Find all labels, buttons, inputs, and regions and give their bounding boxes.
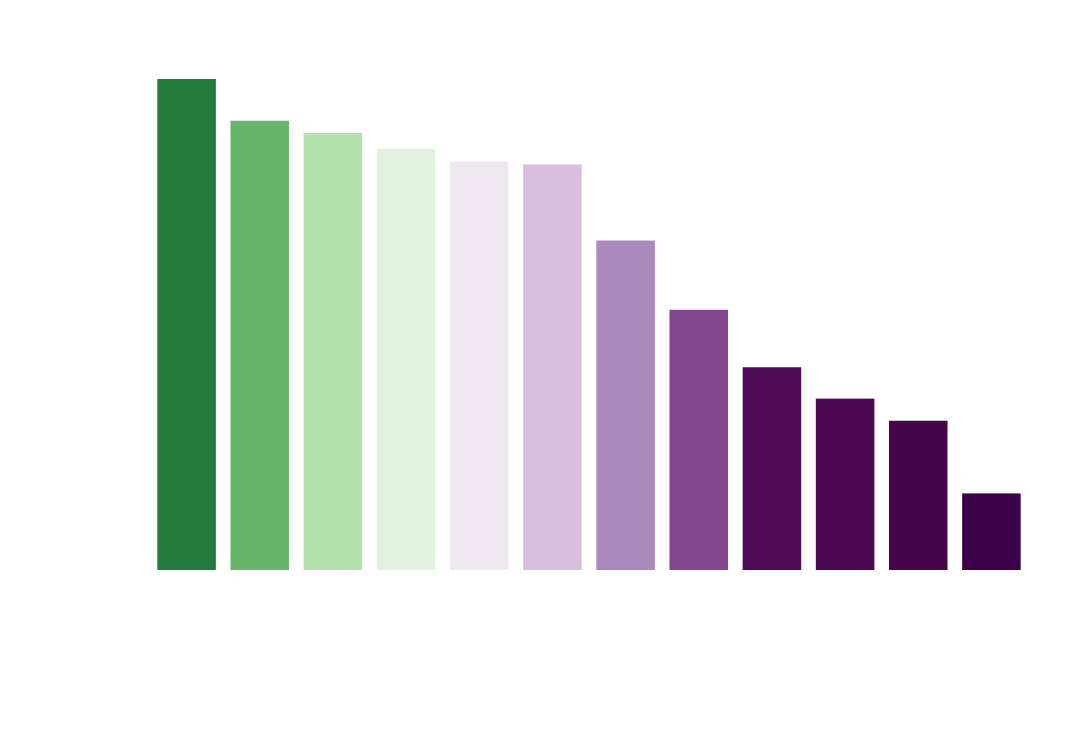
bar-1 — [157, 79, 216, 570]
bar-8 — [669, 309, 729, 570]
bar-3 — [303, 133, 363, 570]
bar-9 — [742, 367, 802, 570]
bar-7 — [596, 240, 655, 571]
bar-5 — [449, 161, 509, 571]
bar-12 — [962, 493, 1021, 570]
bar-4 — [376, 148, 436, 570]
bar-11 — [888, 420, 948, 570]
bars-group — [157, 79, 1021, 571]
bar-6 — [523, 164, 582, 570]
bar-2 — [230, 120, 290, 570]
bar-10 — [815, 398, 875, 570]
